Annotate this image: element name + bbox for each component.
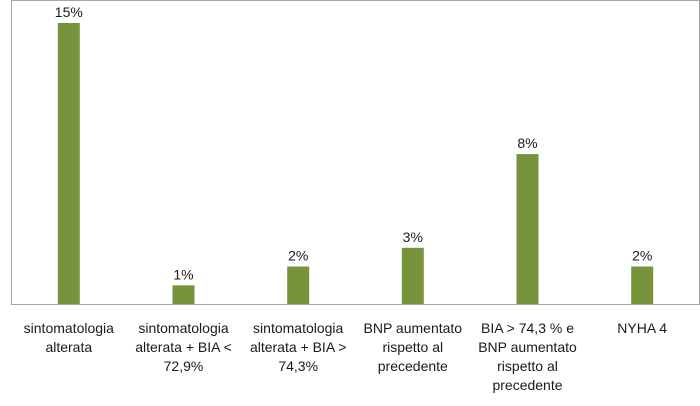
data-labels-layer: 15% 1% 2% 3% 8% 2%: [55, 4, 653, 282]
category-label-6: NYHA 4: [617, 320, 667, 336]
category-labels-layer: sintomatologia alterata sintomatologia alte…: [24, 320, 668, 393]
category-label-line: alterata + BIA >: [250, 339, 347, 355]
data-label-4: 3%: [403, 229, 423, 245]
data-label-5: 8%: [517, 135, 537, 151]
category-label-line: precedente: [492, 377, 562, 393]
category-label-line: alterata + BIA <: [135, 339, 232, 355]
category-label-line: 72,9%: [164, 358, 204, 374]
category-label-line: alterata: [45, 339, 92, 355]
category-label-1: sintomatologia alterata: [24, 320, 114, 355]
category-label-line: BNP aumentato: [478, 339, 577, 355]
category-label-2: sintomatologia alterata + BIA < 72,9%: [135, 320, 232, 374]
category-label-line: BNP aumentato: [364, 320, 463, 336]
category-label-5: BIA > 74,3 % e BNP aumentato rispetto al pr…: [478, 320, 577, 393]
bar-5: [516, 154, 539, 304]
category-label-line: rispetto al: [382, 339, 443, 355]
data-label-2: 1%: [173, 266, 193, 282]
category-label-line: sintomatologia: [24, 320, 114, 336]
category-label-4: BNP aumentato rispetto al precedente: [364, 320, 463, 374]
bar-6: [631, 266, 654, 304]
bars-layer: [57, 23, 654, 304]
bar-1: [57, 23, 80, 304]
category-label-line: BIA > 74,3 % e: [481, 320, 574, 336]
bar-2: [172, 285, 195, 304]
category-label-line: sintomatologia: [138, 320, 228, 336]
category-label-line: sintomatologia: [253, 320, 343, 336]
data-label-6: 2%: [632, 248, 652, 264]
category-label-line: precedente: [378, 358, 448, 374]
bar-4: [401, 247, 424, 304]
category-label-line: rispetto al: [497, 358, 558, 374]
category-label-line: 74,3%: [278, 358, 318, 374]
category-label-line: NYHA 4: [617, 320, 667, 336]
bar-3: [287, 266, 310, 304]
data-label-3: 2%: [288, 248, 308, 264]
data-label-1: 15%: [55, 4, 83, 20]
plot-area-border: [11, 0, 700, 305]
category-label-3: sintomatologia alterata + BIA > 74,3%: [250, 320, 347, 374]
